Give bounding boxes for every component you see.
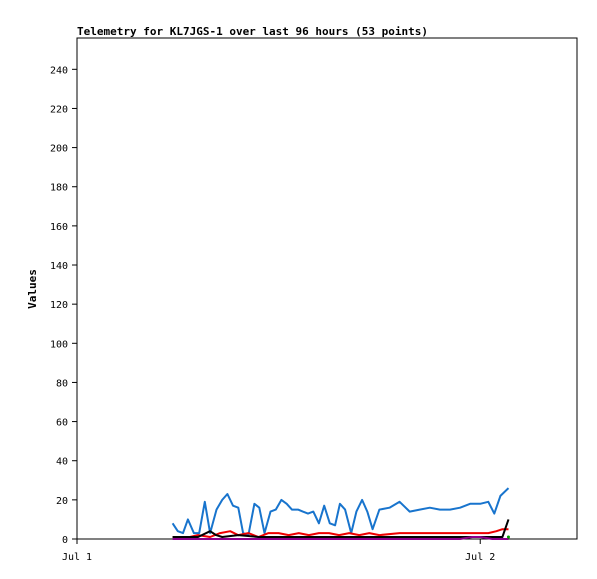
y-tick-label: 220 [50,104,68,115]
y-axis-label: Values [26,269,39,309]
series-point-5 [506,535,510,539]
series-layer [171,487,510,540]
y-tick-label: 20 [56,496,68,507]
y-tick-label: 180 [50,183,68,194]
y-tick-label: 160 [50,222,68,233]
y-tick-label: 100 [50,339,68,350]
series-line-4 [172,536,509,540]
y-tick-label: 140 [50,261,68,272]
y-tick-label: 0 [62,535,68,546]
y-tick-label: 120 [50,300,68,311]
y-tick-label: 200 [50,144,68,155]
x-axis: Jul 1 Jul 2 [62,539,495,563]
y-tick-label: 80 [56,378,68,389]
chart-title: Telemetry for KL7JGS-1 over last 96 hour… [77,25,428,38]
series-line-2 [172,528,509,538]
series-line-1 [171,487,510,537]
y-tick-label: 40 [56,457,68,468]
x-tick-label: Jul 2 [465,552,495,563]
plot-area [76,37,578,540]
y-tick-label: 60 [56,418,68,429]
y-tick-label: 240 [50,65,68,76]
y-axis: 0 20 40 60 80 100 120 140 160 180 200 220 240 [50,65,77,546]
x-tick-label: Jul 1 [62,552,92,563]
